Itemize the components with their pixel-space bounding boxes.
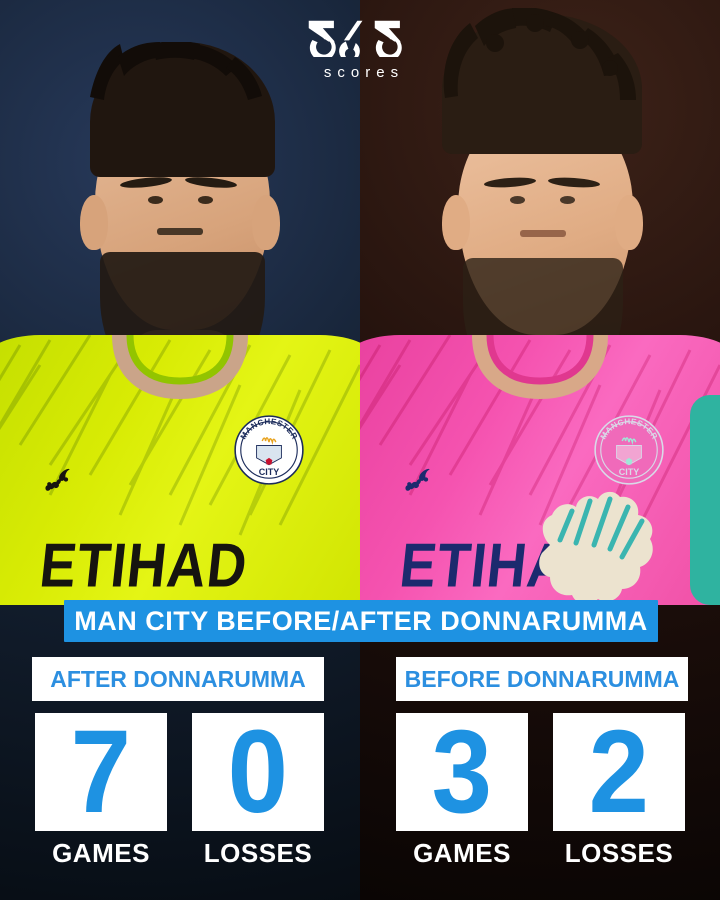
svg-text:CITY: CITY (619, 467, 640, 477)
svg-text:CITY: CITY (259, 467, 280, 477)
